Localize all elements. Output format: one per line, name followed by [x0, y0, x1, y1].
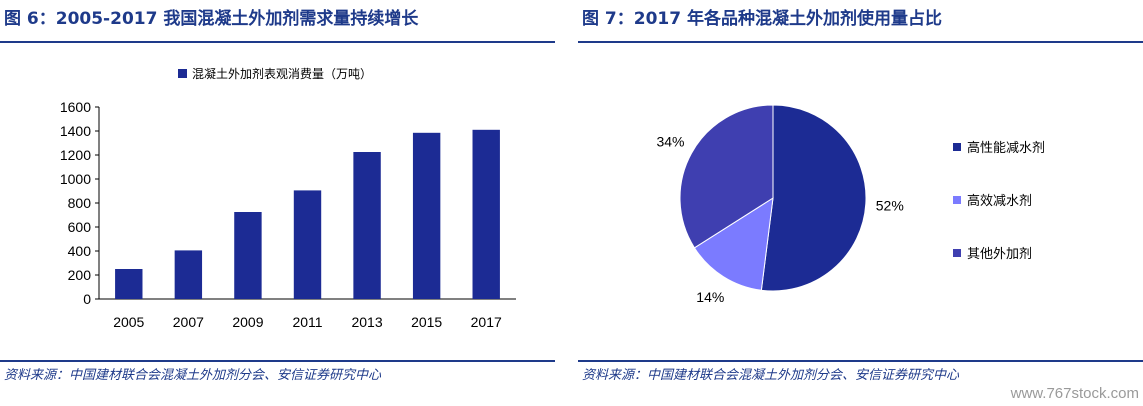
- x-tick-label: 2015: [411, 314, 442, 330]
- figure-7-panel: 图 7：2017 年各品种混凝土外加剂使用量占比 52% 14% 34% 高性能减水…: [578, 0, 1143, 406]
- legend-label: 高效减水剂: [967, 193, 1032, 208]
- x-tick-label: 2009: [232, 314, 263, 330]
- x-tick-label: 2017: [471, 314, 502, 330]
- bar: [234, 212, 262, 299]
- bar: [472, 129, 500, 299]
- bar: [353, 152, 381, 299]
- figure-7-title: 图 7：2017 年各品种混凝土外加剂使用量占比: [582, 9, 942, 29]
- bar: [174, 250, 203, 299]
- x-tick-label: 2007: [173, 314, 204, 330]
- legend-swatch: [178, 69, 187, 78]
- legend-label: 高性能减水剂: [967, 140, 1045, 155]
- x-tick-label: 2013: [351, 314, 382, 330]
- source-divider: [0, 360, 555, 362]
- y-tick-label: 800: [68, 195, 92, 211]
- pie-chart-slices: [679, 104, 867, 292]
- bar-chart: 混凝土外加剂表观消费量（万吨） 0 200 400 600 800 1000 1200 140…: [60, 66, 516, 330]
- y-tick-label: 400: [68, 243, 92, 259]
- figure-6-source: 资料来源：中国建材联合会混凝土外加剂分会、安信证券研究中心: [4, 368, 382, 383]
- bar: [115, 269, 143, 299]
- x-tick-label: 2005: [113, 314, 144, 330]
- y-tick-label: 200: [68, 267, 92, 283]
- y-tick-label: 0: [83, 291, 91, 307]
- legend-swatch: [953, 249, 961, 257]
- source-divider: [578, 360, 1143, 362]
- y-tick-label: 1000: [60, 171, 91, 187]
- bar: [293, 190, 322, 299]
- title-divider: [0, 41, 555, 43]
- pie-slice: [760, 104, 867, 292]
- legend-swatch: [953, 143, 961, 151]
- watermark: www.767stock.com: [1010, 385, 1139, 402]
- y-tick-label: 1200: [60, 147, 91, 163]
- bar-chart-legend: 混凝土外加剂表观消费量（万吨）: [178, 66, 372, 81]
- y-tick-label: 1600: [60, 99, 91, 115]
- legend-swatch: [953, 196, 961, 204]
- figure-6-panel: 图 6：2005-2017 我国混凝土外加剂需求量持续增长 混凝土外加剂表观消费…: [0, 0, 555, 406]
- y-tick-label: 1400: [60, 123, 91, 139]
- pie-value-label: 52%: [876, 197, 904, 213]
- figure-6-title: 图 6：2005-2017 我国混凝土外加剂需求量持续增长: [4, 9, 419, 29]
- pie-slice: [693, 197, 774, 291]
- y-tick-label: 600: [68, 219, 92, 235]
- bar-chart-marks: [115, 129, 500, 299]
- x-tick-label: 2011: [292, 314, 322, 330]
- bar-chart-axes: 0 200 400 600 800 1000 1200 1400 1600 2005 2007 200…: [60, 99, 516, 330]
- pie-slice: [679, 104, 774, 249]
- pie-value-label: 14%: [696, 289, 724, 305]
- figure-7-source: 资料来源：中国建材联合会混凝土外加剂分会、安信证券研究中心: [582, 368, 960, 383]
- legend-label: 混凝土外加剂表观消费量（万吨）: [192, 66, 372, 81]
- pie-value-label: 34%: [656, 134, 684, 150]
- legend-label: 其他外加剂: [967, 246, 1032, 261]
- title-divider: [578, 41, 1143, 43]
- bar: [412, 132, 441, 299]
- pie-chart-value-labels: 52% 14% 34%: [656, 134, 903, 305]
